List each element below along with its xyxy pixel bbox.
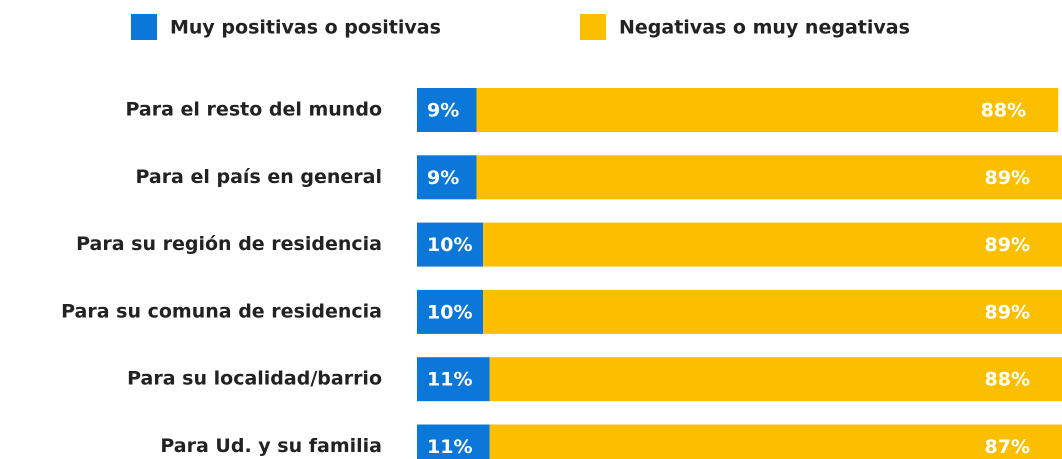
category-label: Para su comuna de residencia	[61, 300, 382, 322]
value-label: 10%	[427, 234, 472, 256]
bar-segment	[417, 289, 484, 334]
value-label: 89%	[985, 301, 1030, 323]
bar-segment	[476, 88, 1059, 132]
legend-swatch	[131, 14, 157, 40]
bar-segment	[483, 289, 1062, 334]
bar-segment	[476, 155, 1062, 200]
value-label: 9%	[427, 100, 459, 122]
bar-segment	[417, 155, 477, 200]
category-label: Para su región de residencia	[76, 233, 382, 255]
value-label: 89%	[985, 234, 1030, 256]
bar-segment	[417, 424, 490, 459]
bar-segment	[417, 357, 490, 402]
value-label: 88%	[985, 369, 1030, 391]
category-label: Para su localidad/barrio	[127, 368, 382, 390]
legend-swatch	[580, 14, 606, 40]
bar-segment	[417, 222, 484, 267]
value-label: 87%	[985, 436, 1030, 458]
category-label: Para el país en general	[135, 166, 382, 188]
value-label: 9%	[427, 167, 459, 189]
legend-label: Muy positivas o positivas	[170, 17, 441, 39]
value-label: 88%	[981, 100, 1026, 122]
bar-segment	[417, 88, 477, 132]
bar-segment	[483, 222, 1062, 267]
bar-segment	[489, 424, 1062, 459]
category-label: Para Ud. y su familia	[160, 435, 382, 457]
bar-segment	[489, 357, 1062, 402]
category-label: Para el resto del mundo	[126, 99, 383, 121]
legend-label: Negativas o muy negativas	[619, 17, 910, 39]
value-label: 11%	[427, 369, 472, 391]
value-label: 89%	[985, 167, 1030, 189]
value-label: 11%	[427, 436, 472, 458]
value-label: 10%	[427, 301, 472, 323]
